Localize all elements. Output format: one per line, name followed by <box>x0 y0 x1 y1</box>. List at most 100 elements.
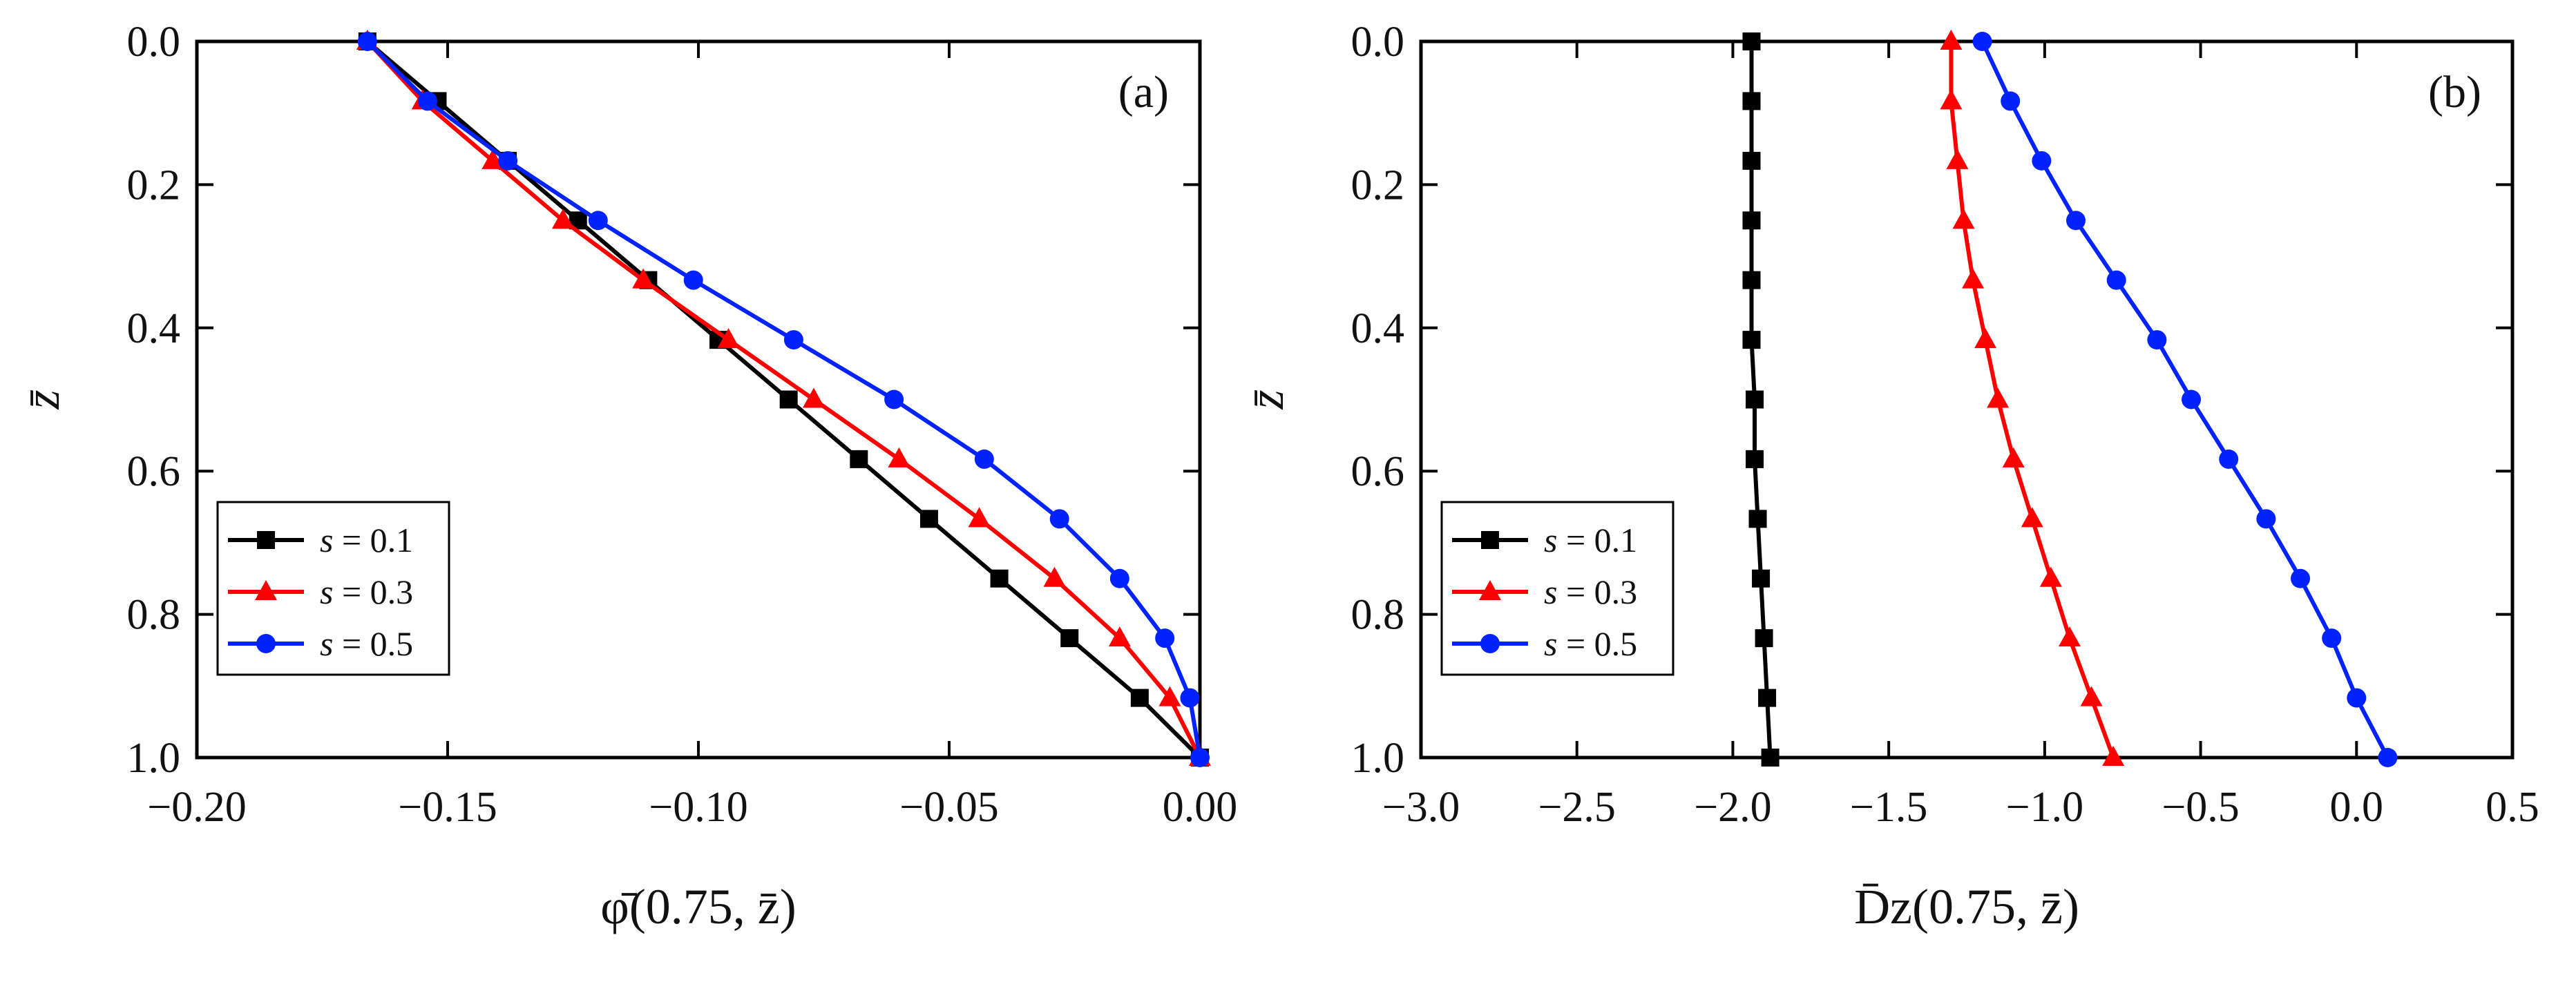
data-point <box>850 450 868 468</box>
legend-label-value: = 0.5 <box>333 624 413 663</box>
panel-a: −0.20 −0.15 −0.10 −0.05 0.00 0.0 0.2 0.4 0.6 0.8 1… <box>15 19 1237 934</box>
data-point <box>2058 626 2081 647</box>
data-point <box>551 209 574 229</box>
data-point <box>417 91 437 111</box>
legend: s = 0.1s = 0.3s = 0.5 <box>216 501 450 676</box>
data-point <box>1479 580 1501 600</box>
data-point <box>2347 688 2367 708</box>
data-point <box>1952 209 1975 229</box>
data-point <box>1109 568 1129 588</box>
data-point <box>632 268 655 289</box>
y-axis-label-text: z̄ <box>1239 389 1294 410</box>
data-point <box>1742 211 1761 230</box>
data-point <box>990 569 1009 588</box>
data-point <box>481 148 504 169</box>
data-point <box>1746 390 1764 409</box>
data-point <box>1742 331 1761 349</box>
data-point <box>1752 569 1771 588</box>
data-point <box>1748 510 1767 528</box>
data-point <box>888 447 910 468</box>
data-point <box>1108 626 1131 647</box>
panel-label: (a) <box>1118 67 1169 117</box>
legend-label: s = 0.5 <box>320 624 413 663</box>
data-point <box>1130 689 1149 707</box>
x-tick-label: −0.10 <box>649 784 747 831</box>
data-point <box>1742 32 1761 50</box>
x-tick-label: −1.0 <box>2006 784 2083 831</box>
legend-label-value: = 0.1 <box>333 521 413 559</box>
data-point <box>717 328 740 349</box>
data-point <box>1155 628 1175 648</box>
x-tick-label: −2.0 <box>1694 784 1771 831</box>
data-point <box>2219 449 2239 469</box>
series-01 <box>1742 32 1780 767</box>
series-05 <box>1972 32 2398 767</box>
data-point <box>498 151 518 171</box>
data-point <box>2322 628 2342 648</box>
legend-label: s = 0.3 <box>1544 572 1637 611</box>
data-point <box>1742 271 1761 289</box>
data-point <box>1480 634 1500 653</box>
legend: s = 0.1s = 0.3s = 0.5 <box>1440 501 1675 676</box>
y-tick-label: 0.4 <box>127 305 181 352</box>
y-axis-label: z̄ <box>15 389 70 410</box>
y-tick-label: 0.0 <box>127 19 181 66</box>
panel-label: (b) <box>2428 67 2481 117</box>
data-point <box>1158 686 1181 706</box>
data-point <box>255 580 277 600</box>
y-tick-label: 1.0 <box>1351 735 1405 782</box>
x-tick-label: −1.5 <box>1850 784 1927 831</box>
legend-label-value: = 0.3 <box>1557 572 1637 611</box>
y-axis-label: z̄ <box>1239 389 1294 410</box>
y-tick-label: 0.6 <box>1351 448 1405 495</box>
data-point <box>2102 746 2125 766</box>
legend-label-var: s <box>320 572 333 611</box>
data-point <box>2256 509 2276 529</box>
legend-item: s = 0.1 <box>1452 521 1637 559</box>
data-point <box>1043 566 1066 587</box>
x-tick-label: −0.05 <box>899 784 998 831</box>
data-point <box>802 387 825 408</box>
data-point <box>1962 268 1985 289</box>
legend-item: s = 0.5 <box>1452 624 1637 663</box>
data-point <box>1180 688 1200 708</box>
data-point <box>2291 568 2311 588</box>
panel-b: −3.0 −2.5 −2.0 −1.5 −1.0 −0.5 0.0 0.5 0.0 0.2 0.4 0… <box>1239 19 2539 934</box>
data-point <box>1974 328 1997 349</box>
x-axis-label: φ̄(0.75, z̄) <box>600 879 796 934</box>
data-point <box>968 507 991 528</box>
y-tick-label: 0.2 <box>127 162 181 209</box>
x-axis-label: D̄z(0.75, z̄) <box>1854 879 2079 934</box>
legend-label-value: = 0.3 <box>333 572 413 611</box>
y-tick-label: 1.0 <box>127 735 181 782</box>
data-point <box>357 32 377 51</box>
legend-label-var: s <box>320 521 333 559</box>
data-point <box>1940 30 1963 50</box>
data-point <box>1481 531 1499 549</box>
data-point <box>1758 689 1777 707</box>
data-point <box>779 390 798 409</box>
data-point <box>2001 91 2021 111</box>
y-tick-label: 0.8 <box>1351 592 1405 639</box>
data-point <box>919 510 938 528</box>
data-point <box>974 449 994 469</box>
data-point <box>1761 749 1780 767</box>
y-tick-label: 0.4 <box>1351 305 1405 352</box>
legend-item: s = 0.1 <box>228 521 413 559</box>
x-tick-label: −3.0 <box>1382 784 1460 831</box>
data-point <box>884 389 904 410</box>
data-point <box>2039 566 2062 587</box>
legend-box <box>216 501 450 676</box>
data-point <box>1190 748 1210 767</box>
data-point <box>2032 151 2052 171</box>
series-line <box>1949 41 2115 759</box>
data-point <box>257 531 275 549</box>
legend-label: s = 0.1 <box>320 521 413 559</box>
data-point <box>588 211 608 231</box>
y-tick-label: 0.0 <box>1351 19 1405 66</box>
series-05 <box>357 32 1210 767</box>
legend-label-var: s <box>1544 521 1557 559</box>
data-point <box>2106 270 2126 290</box>
data-point <box>256 634 276 653</box>
data-point <box>783 330 803 350</box>
